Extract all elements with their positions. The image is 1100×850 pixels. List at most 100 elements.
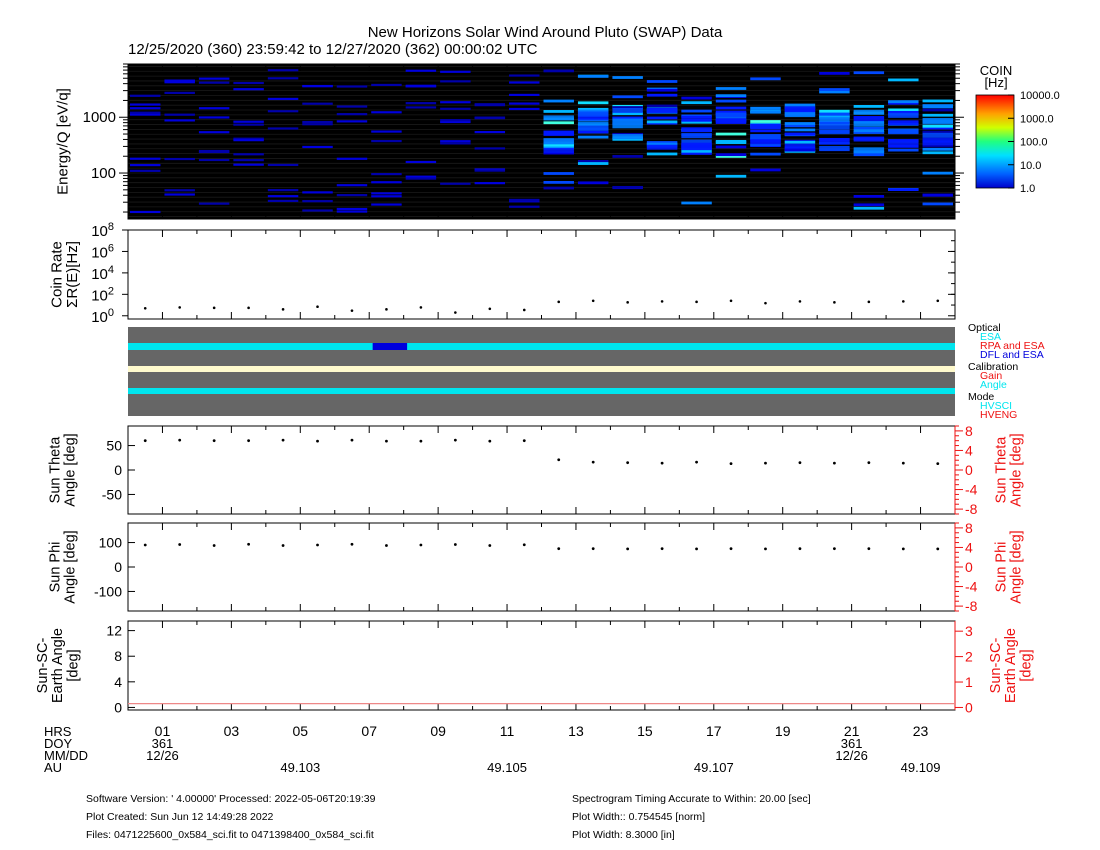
sun-theta-point <box>626 461 630 465</box>
spectrogram-cell <box>577 121 609 127</box>
spectrogram-cell <box>646 107 678 113</box>
spectrogram-cell <box>474 169 506 172</box>
spectrogram-cell <box>302 102 333 105</box>
sun-theta-point <box>143 439 147 443</box>
spectrogram-cell <box>543 180 574 184</box>
spectrogram-cell <box>336 194 368 197</box>
spectrogram-cell <box>922 124 953 128</box>
coin-rate-point <box>247 306 250 310</box>
spectrogram-cell <box>922 151 953 155</box>
sun-phi-ylabel: Sun Phi Angle [deg] <box>47 530 78 603</box>
spectrogram-cell <box>612 106 643 109</box>
spectrogram-cell <box>819 129 850 135</box>
date-label: 12/26 <box>146 748 179 763</box>
spectrogram-cell <box>440 182 471 185</box>
spectrogram-ylabel: Energy/Q [eV/q] <box>54 88 71 195</box>
spectrogram-cell <box>164 157 195 161</box>
sun-theta-point <box>212 439 216 443</box>
spectrogram-cell <box>267 69 299 72</box>
sun-theta-point <box>316 439 319 443</box>
colorbar-tick-label: 1000.0 <box>1020 113 1054 125</box>
sun-theta-point <box>901 461 905 465</box>
spectrogram-cell <box>750 110 781 114</box>
sun-phi-right-tick-label: -4 <box>965 579 978 595</box>
spectrogram-cell <box>198 202 230 205</box>
spectrogram-cell <box>888 129 919 135</box>
coin-rate-point <box>833 301 836 304</box>
sun-theta-right-tick-label: -8 <box>965 501 978 517</box>
spectrogram-cell <box>543 69 574 73</box>
sun-phi-ytick-label: -100 <box>94 583 122 599</box>
sun-sc-earth-right-tick-label: 2 <box>965 649 973 665</box>
sun-theta-point <box>695 460 698 464</box>
coin-rate-point <box>143 306 147 310</box>
coin-rate-point <box>798 300 802 303</box>
sun-theta-point <box>591 460 595 464</box>
spectrogram-cell <box>922 119 953 125</box>
spectrogram-cell <box>302 145 333 149</box>
hour-label: 05 <box>293 723 309 739</box>
coin-rate-point <box>626 301 629 304</box>
spectrogram-cell <box>750 77 781 81</box>
sun-theta-ytick-label: 50 <box>106 438 122 454</box>
spectrogram-cell <box>888 144 919 148</box>
spectrogram-cell <box>750 139 781 145</box>
spectrogram-cell <box>819 88 850 91</box>
sun-phi-point <box>212 544 216 547</box>
footer-timing-accuracy: Spectrogram Timing Accurate to Within: 2… <box>572 793 811 805</box>
sun-theta-point <box>419 439 423 443</box>
sun-theta-ytick-label: -50 <box>102 486 122 502</box>
coin-rate-point <box>660 300 664 303</box>
sun-phi-right-tick-label: 0 <box>965 559 973 575</box>
sun-theta-right-tick-label: 8 <box>965 423 973 439</box>
coin-rate-point <box>178 306 181 309</box>
sun-theta-point <box>350 438 354 442</box>
spectrogram-cell <box>612 107 643 113</box>
spectrogram-cell <box>371 192 402 195</box>
spectrogram-cell <box>130 94 161 97</box>
spectrogram-cell <box>646 141 678 144</box>
footer-software-version: Software Version: ' 4.00000' Processed: … <box>86 793 376 805</box>
spectrogram-cell <box>130 103 161 106</box>
spectrogram-cell <box>336 105 368 108</box>
sun-theta-point <box>832 461 836 465</box>
sun-phi-point <box>867 547 871 551</box>
spectrogram-cell <box>853 129 885 133</box>
spectrogram-cell <box>267 199 299 203</box>
time-axis-row-label-au: AU <box>44 760 62 775</box>
spectrogram-cell <box>509 81 540 84</box>
spectrogram-cell <box>198 77 230 80</box>
spectrogram-cell <box>853 126 885 130</box>
doy-label: 361 <box>841 736 863 751</box>
spectrogram-cell <box>888 148 919 152</box>
spectrogram-cell <box>646 80 678 83</box>
spectrogram-cell <box>612 155 643 158</box>
sun-sc-earth-right-tick-label: 3 <box>965 623 973 639</box>
hour-label: 19 <box>775 723 791 739</box>
spectrogram-cell <box>164 113 195 116</box>
sun-theta-point <box>764 461 767 465</box>
spectrogram-cell <box>577 101 609 105</box>
spectrogram-cell <box>715 139 747 143</box>
sun-phi-point <box>143 543 147 547</box>
spectrogram-cell <box>853 203 885 207</box>
sun-theta-point <box>660 461 664 465</box>
spectrogram-cell <box>267 195 299 198</box>
spectrogram-cell <box>577 74 609 78</box>
hour-label: 21 <box>844 723 860 739</box>
legend-item-gain: Gain <box>980 370 1002 382</box>
spectrogram-cell <box>853 130 885 134</box>
sun-theta-point <box>178 438 182 442</box>
mode-hvsci-band <box>128 388 955 394</box>
spectrogram-cell <box>474 182 506 185</box>
spectrogram-cell <box>233 120 264 123</box>
sun-sc-earth-ytick-label: 0 <box>114 699 122 715</box>
sun-theta-point <box>522 439 526 443</box>
spectrogram-cell <box>543 99 574 103</box>
spectrogram-cell <box>164 193 195 196</box>
spectrogram-cell <box>681 109 712 113</box>
sun-theta-right-tick-label: 0 <box>965 462 973 478</box>
spectrogram-cell <box>509 74 540 77</box>
spectrogram-cell <box>371 203 402 206</box>
